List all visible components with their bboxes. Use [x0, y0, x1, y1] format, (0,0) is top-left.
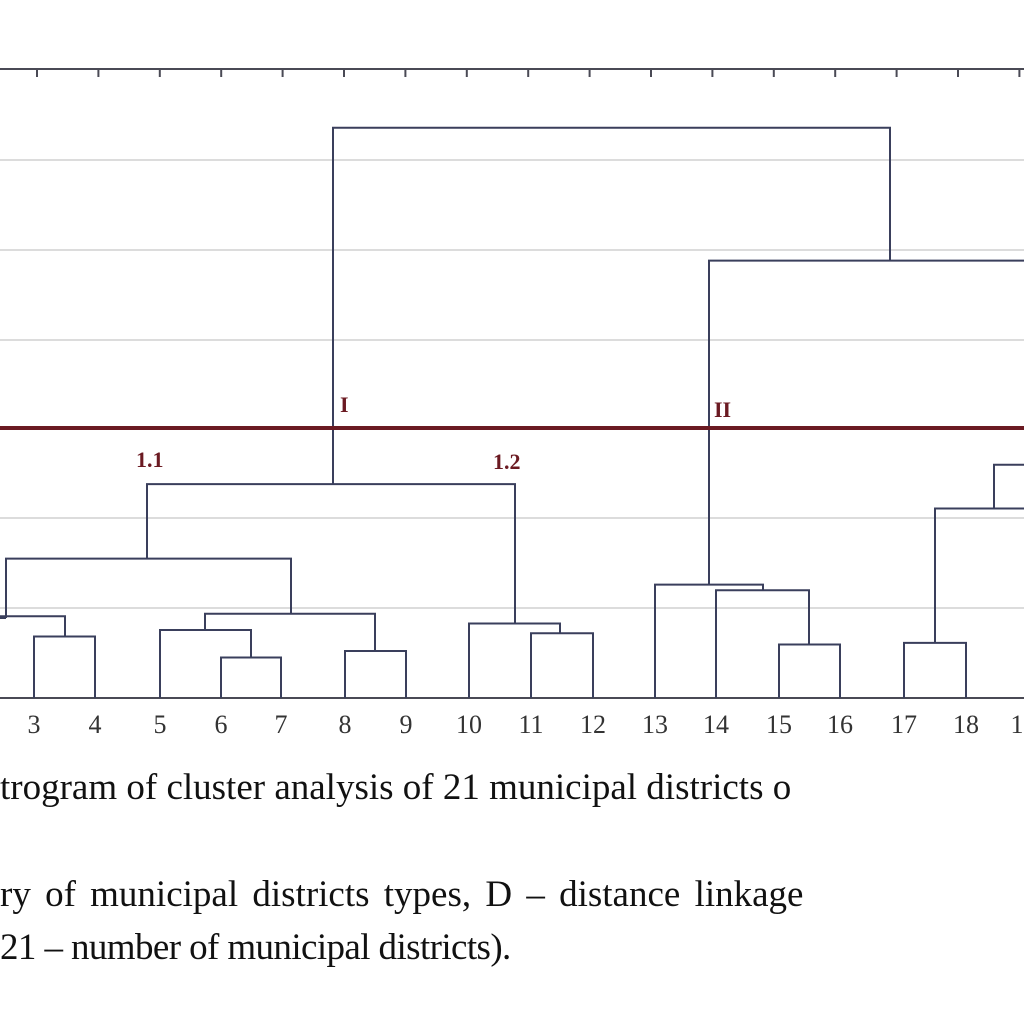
leaf-label-6: 6: [215, 710, 228, 739]
link-11-12: [530, 632, 594, 698]
leaf-label-11: 11: [518, 710, 543, 739]
leaf-label-13: 13: [642, 710, 668, 739]
link-17-18: [903, 641, 967, 698]
leaf-label-8: 8: [339, 710, 352, 739]
leaf-label-16: 16: [827, 710, 853, 739]
leaf-label-5: 5: [154, 710, 167, 739]
plot-frame: [0, 68, 1024, 699]
link-5-7_8-9: [204, 612, 376, 652]
cluster-label-1-2: 1.2: [493, 449, 521, 474]
leaf-label-12: 12: [580, 710, 606, 739]
leaf-label-15: 15: [766, 710, 792, 739]
link-6-7: [220, 656, 282, 698]
leaf-label-4: 4: [89, 710, 102, 739]
cut-label-II: II: [714, 397, 731, 422]
grid-lines: [0, 159, 1024, 609]
link-1-1: [5, 557, 292, 614]
link-13-16: [654, 583, 764, 698]
leaf-label-18: 18: [953, 710, 979, 739]
link-left-3-4: [0, 615, 66, 637]
leaf-label-14: 14: [703, 710, 729, 739]
link-17-right: [934, 507, 1024, 643]
leaf-label-9: 9: [400, 710, 413, 739]
link-15-16: [778, 643, 841, 698]
leaf-label-1: 1: [1011, 710, 1024, 739]
link-8-9: [344, 650, 407, 698]
caption-line-3: 21 – number of municipal districts).: [0, 927, 511, 968]
caption-line-1: trogram of cluster analysis of 21 munici…: [0, 767, 792, 808]
leaf-label-10: 10: [456, 710, 482, 739]
leaf-labels: 3 4 5 6 7 8 9 10 11 12 13 14 15 16 17 18 1: [28, 710, 1024, 739]
link-right-top: [993, 463, 1024, 509]
link-10-12: [468, 622, 561, 698]
caption-line-2: ry of municipal districts types, D – dis…: [0, 874, 804, 915]
dendrogram-links: [0, 126, 1024, 698]
leaf-label-17: 17: [891, 710, 917, 739]
link-5-67: [159, 628, 252, 698]
leaf-label-3: 3: [28, 710, 41, 739]
link-I: [146, 483, 516, 624]
leaf-label-7: 7: [275, 710, 288, 739]
link-root: [332, 126, 891, 485]
top-axis-ticks: [36, 69, 1021, 77]
cut-label-I: I: [340, 392, 349, 417]
link-3-4: [33, 635, 96, 698]
dendrogram-chart: I II 1.1 1.2 3 4 5 6 7 8 9 10 11 12 13 14 15 16 17 18 1: [0, 68, 1024, 739]
cluster-label-1-1: 1.1: [136, 447, 164, 472]
link-II: [708, 259, 1024, 585]
